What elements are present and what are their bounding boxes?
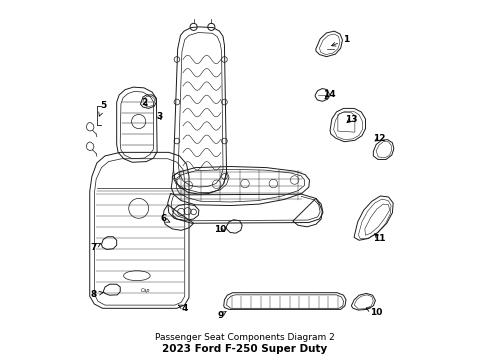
Text: 9: 9 bbox=[217, 311, 226, 320]
Text: 12: 12 bbox=[373, 134, 386, 143]
Text: 11: 11 bbox=[373, 234, 386, 243]
Text: 6: 6 bbox=[160, 215, 170, 224]
Text: 14: 14 bbox=[323, 90, 336, 99]
Text: 4: 4 bbox=[178, 304, 188, 313]
Text: 7: 7 bbox=[90, 243, 100, 252]
Text: 13: 13 bbox=[345, 114, 358, 123]
Text: 2023 Ford F-250 Super Duty: 2023 Ford F-250 Super Duty bbox=[162, 345, 328, 355]
Text: 5: 5 bbox=[99, 101, 106, 116]
Text: Passenger Seat Components Diagram 2: Passenger Seat Components Diagram 2 bbox=[155, 333, 335, 342]
Text: 2: 2 bbox=[141, 98, 147, 107]
Text: 10: 10 bbox=[214, 225, 226, 234]
Text: 1: 1 bbox=[332, 36, 349, 46]
Text: 8: 8 bbox=[90, 290, 103, 299]
Text: 3: 3 bbox=[156, 112, 162, 121]
Text: 10: 10 bbox=[366, 308, 382, 318]
Text: Cap: Cap bbox=[141, 288, 150, 293]
